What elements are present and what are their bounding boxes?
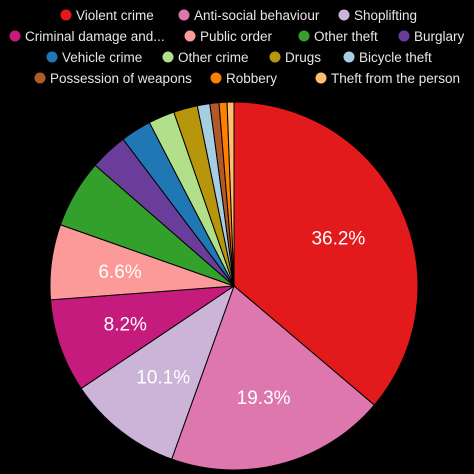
data-label-public-order: 6.6% — [98, 262, 141, 283]
legend-label: Possession of weapons — [50, 71, 192, 86]
legend-swatch — [34, 72, 46, 84]
pie-slice-violent-crime — [233, 101, 419, 406]
legend-item-bicycle-theft: Bicycle theft — [343, 50, 432, 65]
legend-item-public-order: Public order — [184, 29, 273, 44]
legend-item-other-crime: Other crime — [162, 50, 249, 65]
legend-label: Other crime — [178, 50, 249, 65]
legend-item-anti-social-behaviour: Anti-social behaviour — [178, 8, 320, 23]
legend-swatch — [178, 9, 190, 21]
pie-slice-theft-from-the-person — [226, 101, 235, 287]
legend-swatch — [46, 51, 58, 63]
legend-item-robbery: Robbery — [210, 71, 277, 86]
data-label-anti-social-behaviour: 19.3% — [237, 388, 291, 409]
legend-swatch — [398, 30, 410, 42]
legend: Violent crime Anti-social behaviour Shopli… — [9, 8, 465, 86]
legend-label: Drugs — [285, 50, 321, 65]
legend-swatch — [338, 9, 350, 21]
legend-label: Burglary — [414, 29, 465, 44]
legend-label: Robbery — [226, 71, 277, 86]
legend-swatch — [315, 72, 327, 84]
data-label-shoplifting: 10.1% — [136, 368, 190, 389]
legend-swatch — [162, 51, 174, 63]
legend-item-violent-crime: Violent crime — [60, 8, 154, 23]
legend-item-criminal-damage-and: Criminal damage and... — [9, 29, 165, 44]
legend-swatch — [343, 51, 355, 63]
pie-data-labels: 36.2% 19.3% 10.1% 8.2% 6.6% — [98, 229, 365, 409]
legend-swatch — [9, 30, 21, 42]
legend-item-theft-from-the-person: Theft from the person — [315, 71, 460, 86]
pie-slice-criminal-damage-and — [49, 285, 236, 390]
data-label-violent-crime: 36.2% — [311, 229, 365, 250]
legend-label: Theft from the person — [331, 71, 460, 86]
legend-swatch — [210, 72, 222, 84]
legend-label: Violent crime — [76, 8, 154, 23]
legend-label: Public order — [200, 29, 273, 44]
pie-slice-anti-social-behaviour — [171, 285, 375, 471]
legend-item-drugs: Drugs — [269, 50, 321, 65]
legend-item-other-theft: Other theft — [298, 29, 378, 44]
legend-swatch — [298, 30, 310, 42]
legend-label: Anti-social behaviour — [194, 8, 320, 23]
legend-label: Vehicle crime — [62, 50, 142, 65]
data-label-criminal-damage-and: 8.2% — [104, 315, 147, 336]
legend-label: Shoplifting — [354, 8, 417, 23]
legend-swatch — [184, 30, 196, 42]
legend-swatch — [269, 51, 281, 63]
legend-item-shoplifting: Shoplifting — [338, 8, 417, 23]
legend-swatch — [60, 9, 72, 21]
pie-slices — [49, 101, 419, 471]
legend-item-possession-of-weapons: Possession of weapons — [34, 71, 192, 86]
legend-label: Criminal damage and... — [25, 29, 165, 44]
legend-item-vehicle-crime: Vehicle crime — [46, 50, 142, 65]
legend-item-burglary: Burglary — [398, 29, 465, 44]
legend-label: Bicycle theft — [359, 50, 432, 65]
legend-label: Other theft — [314, 29, 378, 44]
pie-slice-shoplifting — [80, 284, 235, 460]
